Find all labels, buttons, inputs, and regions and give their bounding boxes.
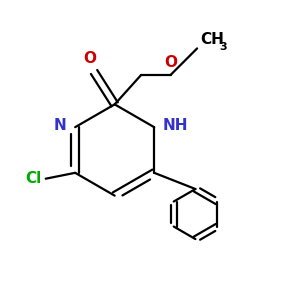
Text: O: O — [83, 51, 96, 66]
Text: O: O — [164, 56, 177, 70]
Text: CH: CH — [200, 32, 224, 47]
Text: Cl: Cl — [25, 171, 41, 186]
Text: NH: NH — [163, 118, 188, 133]
Text: N: N — [54, 118, 66, 133]
Text: 3: 3 — [219, 42, 227, 52]
